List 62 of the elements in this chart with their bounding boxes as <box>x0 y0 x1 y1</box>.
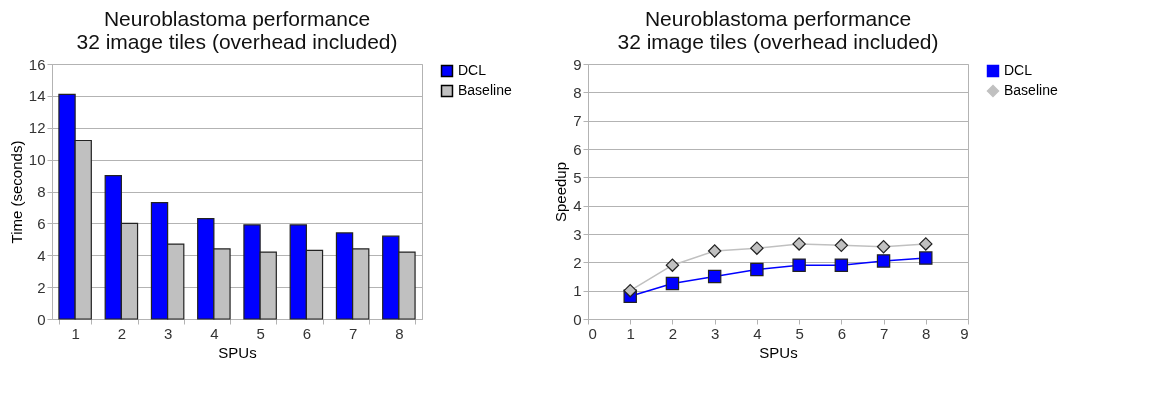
y-tick-label: 3 <box>573 225 582 243</box>
legend-label: Baseline <box>1004 82 1058 98</box>
y-tick-label: 12 <box>28 119 46 137</box>
point <box>750 241 764 255</box>
x-tick-label: 4 <box>210 324 219 342</box>
y-tick-label: 6 <box>573 140 582 158</box>
x-tick-label: 2 <box>117 324 127 342</box>
point <box>919 237 933 251</box>
x-tick-label: 0 <box>588 324 597 342</box>
y-tick-label: 14 <box>28 87 46 105</box>
x-tick-label: 4 <box>753 324 762 342</box>
x-tick-label: 1 <box>71 324 80 342</box>
x-tick-label: 8 <box>922 324 931 342</box>
x-tick-label: 6 <box>302 324 312 342</box>
point <box>792 237 806 251</box>
x-tick-label: 2 <box>668 324 678 342</box>
y-tick-label: 16 <box>28 55 46 73</box>
y-tick-label: 4 <box>573 197 582 215</box>
legend-label: DCL <box>458 62 487 78</box>
x-axis-title: SPUs <box>759 343 798 361</box>
y-tick-label: 10 <box>28 151 46 169</box>
chart-title: Neuroblastoma performance 32 image tiles (overhead included) <box>76 7 398 53</box>
y-tick-label: 0 <box>37 310 46 328</box>
y-tick-label: 2 <box>573 253 582 271</box>
y-tick-label: 6 <box>37 214 46 232</box>
y-axis-title: Time (seconds) <box>7 140 25 244</box>
y-axis-title: Speedup <box>552 161 570 223</box>
point <box>707 244 722 258</box>
point <box>623 283 637 298</box>
x-tick-label: 7 <box>879 324 889 342</box>
legend-label: DCL <box>1004 62 1033 78</box>
point <box>665 276 680 291</box>
x-tick-label: 1 <box>626 324 635 342</box>
x-tick-label: 9 <box>960 324 969 342</box>
point <box>665 258 680 272</box>
chart-title: Neuroblastoma performance 32 image tiles (overhead included) <box>617 7 939 53</box>
y-tick-label: 2 <box>37 278 46 296</box>
x-tick-label: 5 <box>795 324 804 342</box>
point <box>919 251 933 265</box>
x-tick-label: 3 <box>163 324 173 342</box>
y-tick-label: 4 <box>37 246 46 264</box>
point <box>792 258 806 272</box>
point <box>876 240 891 254</box>
point <box>834 238 849 253</box>
x-tick-label: 3 <box>710 324 720 342</box>
y-tick-label: 7 <box>573 112 582 130</box>
y-tick-label: 1 <box>573 282 582 300</box>
y-tick-label: 5 <box>573 168 582 186</box>
point <box>876 254 891 268</box>
x-tick-label: 6 <box>837 324 847 342</box>
x-tick-label: 7 <box>348 324 358 342</box>
y-tick-label: 0 <box>573 310 582 328</box>
point <box>707 269 722 284</box>
y-tick-label: 8 <box>573 83 582 101</box>
point <box>750 262 764 277</box>
legend-label: Baseline <box>458 82 512 98</box>
x-axis-title: SPUs <box>218 343 257 361</box>
x-tick-label: 8 <box>395 324 404 342</box>
point <box>834 258 849 272</box>
y-tick-label: 8 <box>37 183 46 200</box>
y-tick-label: 9 <box>573 55 582 73</box>
x-tick-label: 5 <box>256 324 265 342</box>
